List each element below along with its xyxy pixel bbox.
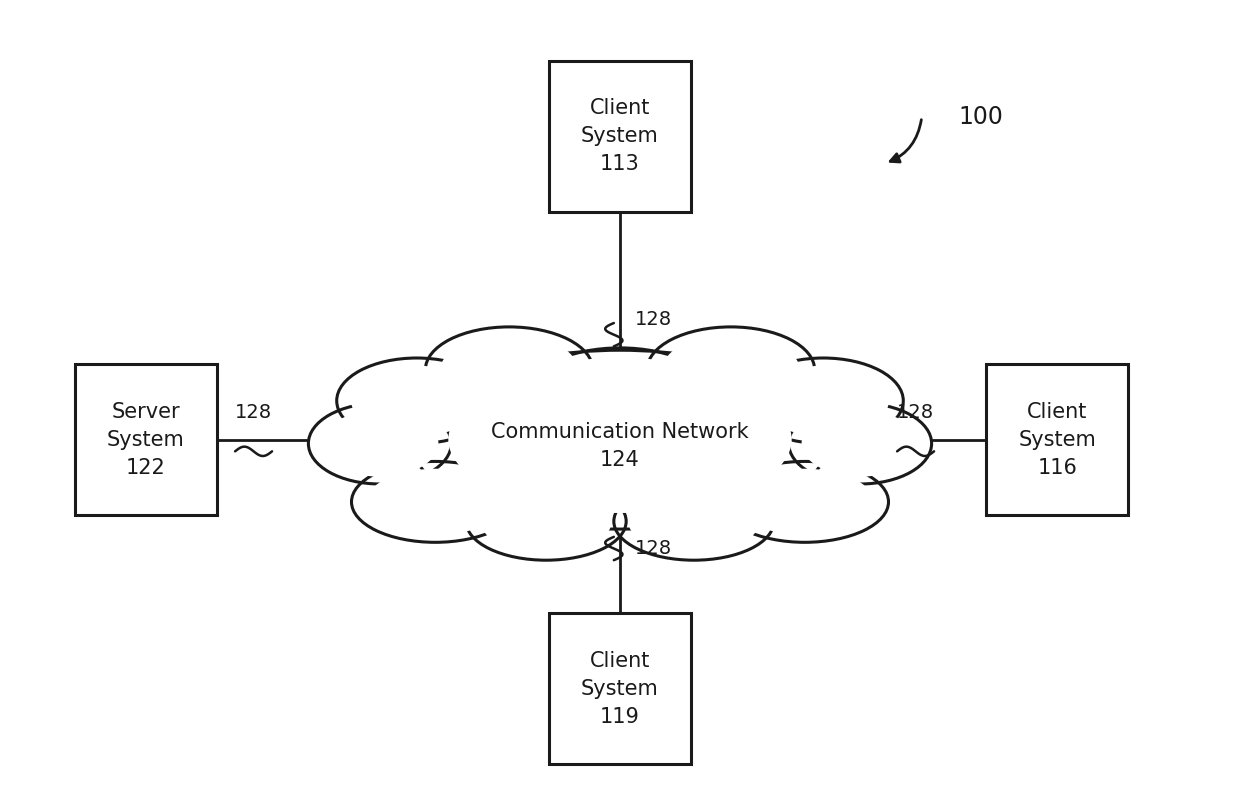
Ellipse shape — [789, 403, 931, 484]
Ellipse shape — [351, 365, 482, 436]
Ellipse shape — [466, 483, 626, 560]
Ellipse shape — [737, 468, 873, 535]
Text: 128: 128 — [897, 403, 934, 422]
Ellipse shape — [351, 461, 520, 542]
Ellipse shape — [758, 365, 889, 436]
Ellipse shape — [425, 327, 593, 413]
Ellipse shape — [743, 358, 903, 443]
Ellipse shape — [309, 403, 451, 484]
Ellipse shape — [367, 468, 503, 535]
Ellipse shape — [629, 490, 760, 553]
FancyBboxPatch shape — [74, 364, 217, 516]
Text: Communication Network
124: Communication Network 124 — [491, 422, 749, 470]
Text: 128: 128 — [236, 403, 273, 422]
Text: Client
System
113: Client System 113 — [582, 98, 658, 174]
Ellipse shape — [720, 461, 889, 542]
FancyBboxPatch shape — [987, 364, 1128, 516]
Ellipse shape — [440, 335, 578, 405]
Ellipse shape — [321, 410, 439, 476]
Ellipse shape — [449, 366, 791, 513]
Ellipse shape — [337, 358, 497, 443]
Ellipse shape — [480, 490, 611, 553]
Ellipse shape — [801, 410, 919, 476]
Ellipse shape — [662, 335, 800, 405]
Text: 100: 100 — [959, 105, 1003, 129]
Ellipse shape — [410, 351, 830, 529]
FancyBboxPatch shape — [549, 61, 691, 212]
Text: Client
System
119: Client System 119 — [582, 651, 658, 726]
Text: Client
System
116: Client System 116 — [1018, 402, 1096, 478]
Text: 128: 128 — [635, 310, 672, 329]
Ellipse shape — [528, 348, 712, 438]
Ellipse shape — [544, 356, 696, 430]
Ellipse shape — [647, 327, 815, 413]
Text: Server
System
122: Server System 122 — [107, 402, 185, 478]
Text: 128: 128 — [635, 539, 672, 558]
FancyBboxPatch shape — [549, 613, 691, 764]
Ellipse shape — [614, 483, 774, 560]
